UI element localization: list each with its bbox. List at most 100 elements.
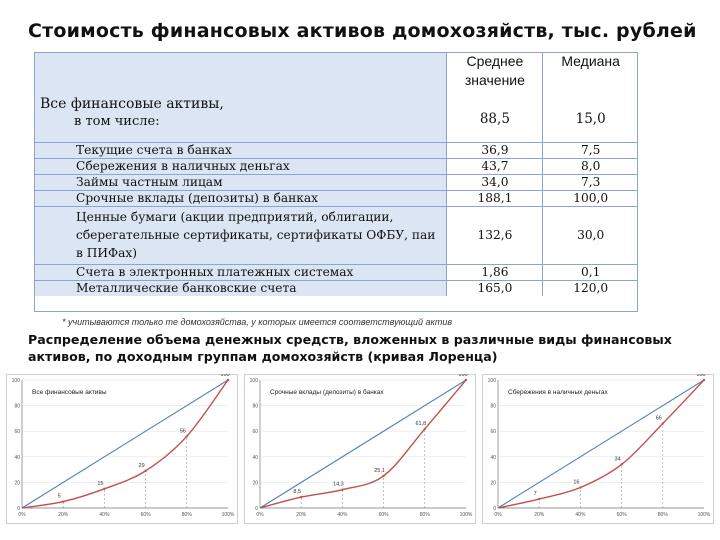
row-label: Ценные бумаги (акции предприятий, облига… <box>34 206 448 265</box>
x-tick-label: 0% <box>494 512 502 518</box>
data-point <box>185 435 188 438</box>
equality-line <box>259 379 467 509</box>
x-tick-label: 80% <box>420 512 431 518</box>
y-tick-label: 80 <box>14 404 20 410</box>
table-row: Счета в электронных платежных системах 1… <box>34 264 638 281</box>
data-point <box>144 469 147 473</box>
x-tick-label: 100% <box>698 512 711 518</box>
total-label-cell: Все финансовые активы, в том числе: <box>34 96 448 143</box>
column-header-mean: Среднее значение <box>446 52 544 96</box>
row-median: 0,1 <box>542 264 638 281</box>
data-label: 16 <box>573 480 579 486</box>
data-label: 100 <box>696 374 705 378</box>
row-label: Сбережения в наличных деньгах <box>34 158 448 175</box>
y-tick-label: 60 <box>252 429 258 435</box>
table-row: Сбережения в наличных деньгах 43,7 8,0 <box>34 158 638 175</box>
x-tick-label: 0% <box>256 512 264 518</box>
equality-line <box>21 379 229 509</box>
column-header-median: Медиана <box>561 53 620 69</box>
data-point <box>341 488 344 491</box>
lorenz-curve <box>259 379 467 509</box>
data-point <box>702 378 706 382</box>
row-mean: 43,7 <box>446 158 544 175</box>
lorenz-chart-svg: 0 20 40 60 80 100 0% 20% 40% 60% 80% 100% 5 15 29 56 100… <box>6 374 238 524</box>
row-label: Текущие счета в банках <box>34 142 448 159</box>
page-title: Стоимость финансовых активов домохозяйст… <box>28 20 697 42</box>
data-label: 29 <box>139 463 145 469</box>
data-point <box>661 422 664 425</box>
y-tick-label: 100 <box>12 378 21 384</box>
y-tick-label: 20 <box>252 480 258 486</box>
x-tick-label: 20% <box>58 512 69 518</box>
lorenz-curve <box>21 379 229 509</box>
y-tick-label: 0 <box>17 506 20 512</box>
data-label: 61,8 <box>415 421 426 427</box>
total-sublabel: в том числе: <box>74 114 160 129</box>
data-point <box>620 463 623 466</box>
y-tick-label: 60 <box>14 429 20 435</box>
x-tick-label: 40% <box>99 512 110 518</box>
x-tick-label: 100% <box>460 512 473 518</box>
data-point <box>300 495 303 499</box>
data-label: 66 <box>656 416 662 422</box>
table-row: Текущие счета в банках 36,9 7,5 <box>34 142 638 159</box>
assets-table: Среднее значение Медиана Все финансовые … <box>34 52 638 312</box>
data-label: 100 <box>220 374 229 378</box>
total-mean: 88,5 <box>446 96 544 143</box>
row-median: 8,0 <box>542 158 638 175</box>
data-point <box>579 486 582 489</box>
x-tick-label: 100% <box>222 512 235 518</box>
y-tick-label: 0 <box>493 506 496 512</box>
row-median: 120,0 <box>573 280 609 295</box>
total-label: Все финансовые активы, <box>40 96 224 112</box>
row-mean: 188,1 <box>446 190 544 207</box>
data-label: 100 <box>458 374 467 378</box>
y-tick-label: 80 <box>252 404 258 410</box>
data-label: 8,5 <box>293 489 301 495</box>
data-point <box>464 378 468 382</box>
y-tick-label: 60 <box>490 429 496 435</box>
data-point <box>103 487 106 490</box>
lorenz-chart-all-assets: 0 20 40 60 80 100 0% 20% 40% 60% 80% 100% 5 15 29 56 100… <box>6 374 238 524</box>
y-tick-label: 0 <box>255 506 258 512</box>
y-tick-label: 40 <box>252 455 258 461</box>
lorenz-chart-svg: 0 20 40 60 80 100 0% 20% 40% 60% 80% 100% 7 16 34 66 100… <box>482 374 714 524</box>
row-label: Займы частным лицам <box>34 174 448 191</box>
chart-frame <box>6 374 238 524</box>
row-mean: 1,86 <box>446 264 544 281</box>
data-label: 14,3 <box>333 482 344 488</box>
x-tick-label: 60% <box>617 512 628 518</box>
data-label: 5 <box>58 494 61 500</box>
y-tick-label: 20 <box>14 480 20 486</box>
x-tick-label: 20% <box>534 512 545 518</box>
x-tick-label: 80% <box>182 512 193 518</box>
table-corner <box>34 52 448 96</box>
data-label: 7 <box>534 491 537 497</box>
chart-frame <box>482 374 714 524</box>
y-tick-label: 100 <box>250 378 259 384</box>
total-median: 15,0 <box>542 96 638 143</box>
table-row: Займы частным лицам 34,0 7,3 <box>34 174 638 191</box>
data-point <box>538 497 541 501</box>
data-label: 56 <box>180 428 186 434</box>
data-point <box>382 474 385 478</box>
row-median: 30,0 <box>542 206 638 265</box>
chart-title: Все финансовые активы <box>32 389 107 396</box>
data-label: 15 <box>97 481 103 487</box>
x-tick-label: 40% <box>337 512 348 518</box>
y-tick-label: 40 <box>14 455 20 461</box>
lorenz-chart-cash: 0 20 40 60 80 100 0% 20% 40% 60% 80% 100% 7 16 34 66 100… <box>482 374 714 524</box>
row-mean: 36,9 <box>446 142 544 159</box>
x-tick-label: 20% <box>296 512 307 518</box>
chart-title: Сбережения в наличных деньгах <box>508 388 608 396</box>
row-median: 7,5 <box>542 142 638 159</box>
x-tick-label: 40% <box>575 512 586 518</box>
row-label: Срочные вклады (депозиты) в банках <box>34 190 448 207</box>
y-tick-label: 80 <box>490 404 496 410</box>
data-label: 34 <box>615 456 621 462</box>
x-tick-label: 60% <box>141 512 152 518</box>
chart-title: Срочные вклады (депозиты) в банках <box>270 388 384 396</box>
table-row: Срочные вклады (депозиты) в банках 188,1… <box>34 190 638 207</box>
y-tick-label: 100 <box>488 378 497 384</box>
lorenz-chart-svg: 0 20 40 60 80 100 0% 20% 40% 60% 80% 100% 8,5 14,3 25,… <box>244 374 476 524</box>
